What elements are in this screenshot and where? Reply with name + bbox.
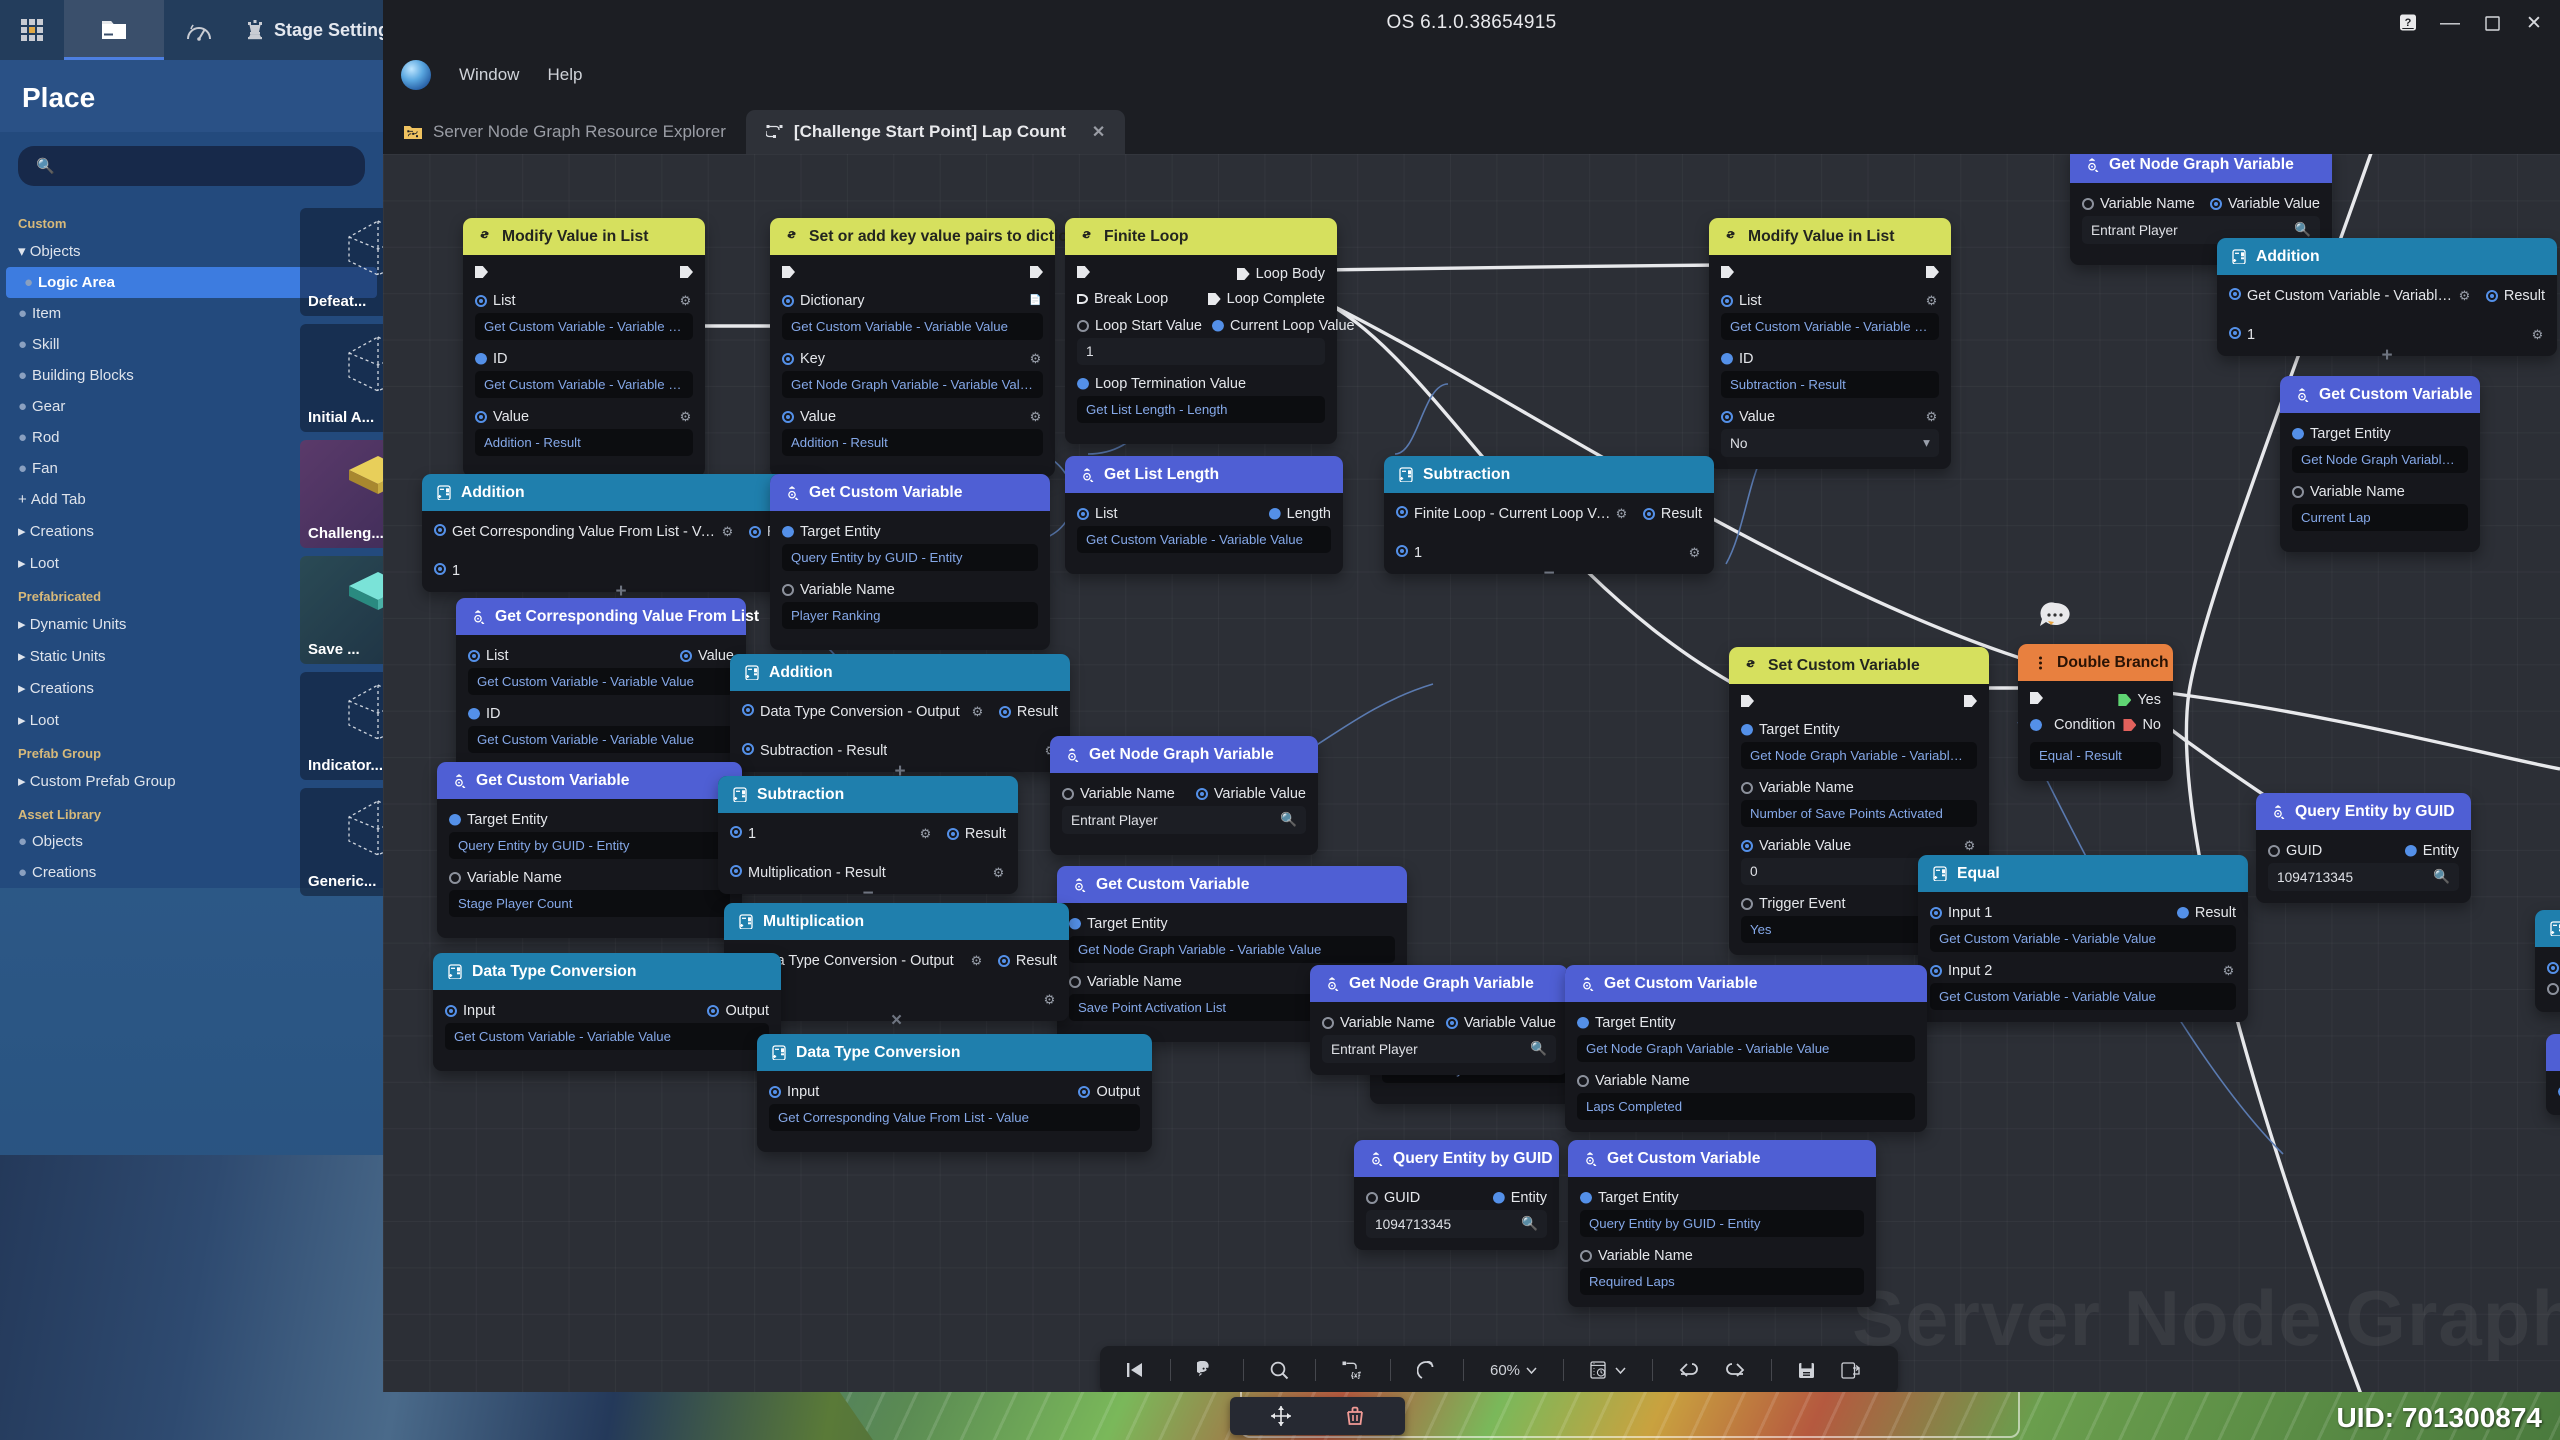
svg-text:{x}: {x} (1351, 1373, 1361, 1380)
svg-text:?: ? (2405, 17, 2412, 29)
